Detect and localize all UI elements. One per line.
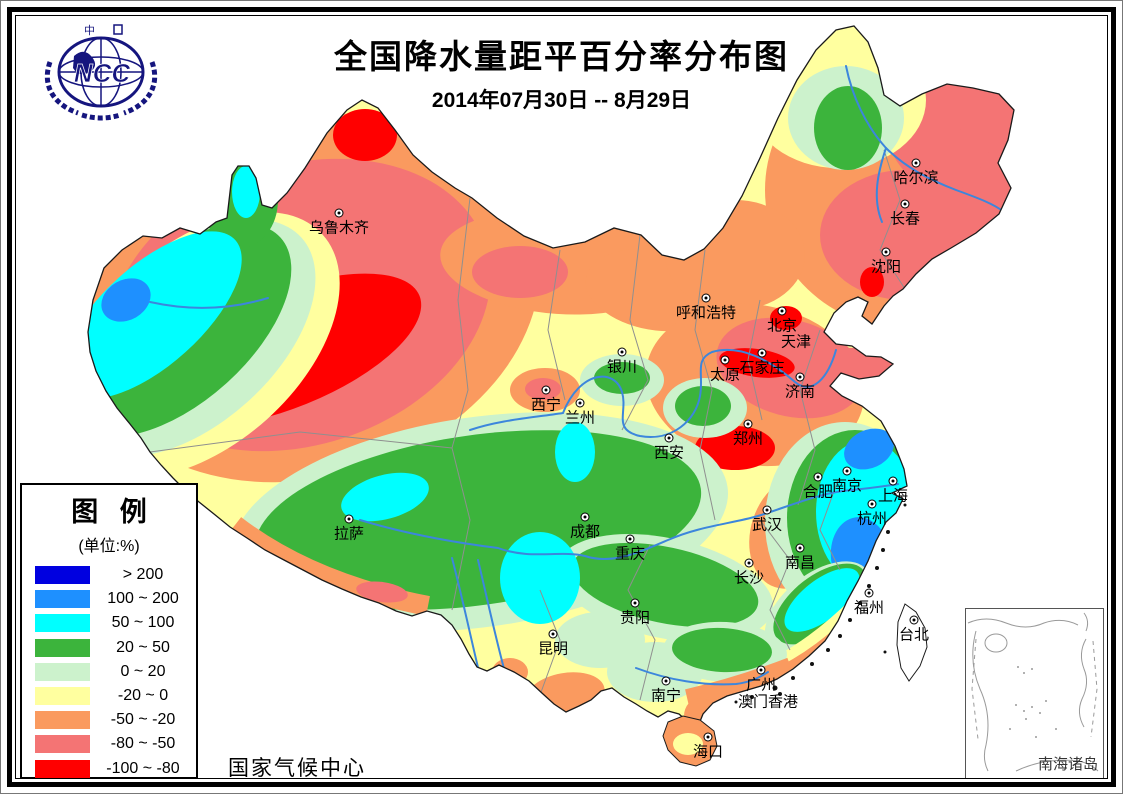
legend-swatch — [35, 759, 90, 778]
taiwan-island — [896, 603, 928, 682]
south-china-sea-inset: 南海诸岛 — [965, 608, 1104, 779]
legend-title: 图 例 — [71, 497, 147, 527]
legend-row: 20 ~ 50 — [22, 636, 196, 660]
legend-row: -50 ~ -20 — [22, 708, 196, 732]
legend-swatch — [35, 687, 90, 706]
logo-wreath-right — [123, 61, 158, 116]
legend-row-label: -100 ~ -80 — [106, 759, 180, 777]
legend-row-label: > 200 — [122, 566, 164, 584]
legend-swatch — [35, 638, 90, 657]
logo-land-shape — [73, 51, 96, 75]
legend-row: -100 ~ -80 — [22, 757, 196, 781]
legend-row: > 200 — [22, 563, 196, 587]
page-title: 全国降水量距平百分率分布图 — [334, 38, 789, 75]
songhua-river — [845, 65, 1005, 213]
credit-text: 国家气候中心 — [228, 757, 366, 780]
legend-row: -20 ~ 0 — [22, 684, 196, 708]
legend-row: 100 ~ 200 — [22, 587, 196, 611]
legend-row: -80 ~ -50 — [22, 732, 196, 756]
hainan-island — [662, 715, 718, 767]
legend-row-label: -80 ~ -50 — [110, 735, 176, 753]
legend-swatch — [35, 566, 90, 585]
legend-panel: 图 例 (单位:%) > 200 100 ~ 200 50 ~ 100 20 ~ 50… — [20, 483, 198, 779]
legend-row-label: -20 ~ 0 — [117, 687, 169, 705]
inset-island-dots — [1009, 666, 1057, 738]
country-border — [87, 25, 1015, 731]
date-range: 2014年07月30日 -- 8月29日 — [431, 89, 692, 112]
legend-swatch — [35, 662, 90, 681]
inset-label: 南海诸岛 — [1037, 756, 1098, 773]
legend-row: 0 ~ 20 — [22, 660, 196, 684]
legend-row-label: 20 ~ 50 — [116, 638, 170, 656]
province-borders — [149, 149, 906, 701]
legend-swatch — [35, 711, 90, 730]
coastal-islands — [734, 503, 907, 704]
logo-wreath-bottom — [81, 112, 121, 121]
pearl-river — [635, 667, 769, 686]
legend-swatch — [35, 735, 90, 754]
legend-unit: (单位:%) — [78, 538, 140, 555]
legend-row-label: 100 ~ 200 — [107, 590, 179, 608]
logo-globe-grid — [59, 38, 143, 106]
legend-rows: > 200 100 ~ 200 50 ~ 100 20 ~ 50 0 ~ 20 -20 ~… — [22, 563, 196, 781]
inset-map — [967, 612, 1099, 772]
legend-swatch — [35, 590, 90, 609]
legend-row: 50 ~ 100 — [22, 611, 196, 635]
logo-top-box — [113, 24, 123, 35]
legend-swatch — [35, 614, 90, 633]
ncc-logo: 中 NCC — [44, 24, 158, 121]
logo-ncc-text: NCC — [74, 58, 132, 88]
logo-mark-text: 中 — [84, 24, 95, 37]
rivers — [149, 65, 1005, 686]
tarim-river — [149, 297, 269, 309]
legend-row-label: -50 ~ -20 — [110, 711, 176, 729]
yellow-river — [469, 348, 837, 438]
logo-globe-parallel — [58, 56, 144, 88]
liao-river — [875, 147, 887, 223]
legend-row-label: 0 ~ 20 — [120, 662, 166, 680]
logo-wreath-left — [44, 61, 79, 116]
legend-row-label: 50 ~ 100 — [111, 614, 175, 632]
sw-river-1 — [477, 559, 507, 677]
yangtze-river — [359, 483, 899, 560]
